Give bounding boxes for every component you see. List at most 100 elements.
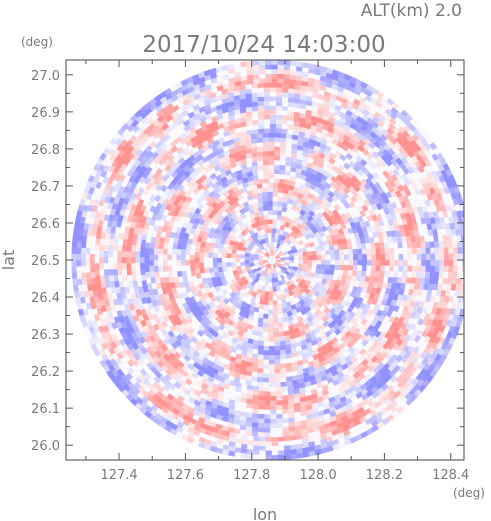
radar-cell [251, 413, 259, 419]
radar-cell [185, 259, 191, 266]
radar-cell [429, 271, 436, 279]
radar-cell [347, 264, 354, 272]
radar-cell [271, 273, 276, 279]
radar-cell [283, 73, 291, 80]
radar-cell [281, 82, 289, 89]
radar-cell [462, 296, 464, 304]
radar-cell [456, 278, 462, 286]
radar-cell [272, 196, 279, 202]
radar-cell [85, 241, 91, 249]
radar-cell [339, 254, 345, 261]
radar-cell [263, 427, 271, 433]
radar-cell [283, 440, 291, 447]
radar-cell [268, 223, 273, 229]
radar-cell [185, 248, 191, 256]
radar-cell [269, 96, 277, 102]
radar-cell [384, 253, 391, 261]
radar-cell [144, 259, 150, 267]
radar-cell [258, 60, 266, 66]
radar-cell [411, 241, 417, 249]
radar-cell [275, 404, 283, 411]
radar-cell [403, 259, 409, 267]
radar-cell [257, 390, 265, 397]
radar-cell [251, 403, 259, 410]
radar-cell [262, 318, 269, 324]
radar-cell [216, 257, 222, 263]
radar-cell [207, 262, 214, 269]
radar-cell [456, 234, 462, 242]
radar-cell [430, 253, 436, 261]
radar-cell [273, 177, 281, 184]
radar-cell [71, 240, 78, 248]
radar-cell [289, 74, 297, 81]
radar-cell [462, 259, 464, 267]
radar-cell [275, 91, 283, 97]
radar-cell [281, 431, 289, 438]
radar-cell [252, 69, 260, 75]
radar-cell [275, 123, 283, 129]
radar-cell [251, 408, 259, 415]
radar-cell [268, 146, 275, 152]
radar-cell [375, 265, 381, 272]
x-tick-label: 128.0 [299, 468, 336, 483]
radar-cell [275, 432, 283, 438]
radar-cell [269, 427, 277, 433]
radar-cell [434, 259, 441, 267]
y-tick-label: 26.1 [31, 402, 60, 417]
radar-cell [279, 377, 287, 383]
radar-cell [256, 363, 264, 369]
radar-cell [279, 367, 287, 374]
radar-cell [466, 241, 471, 248]
radar-cell [281, 91, 289, 98]
radar-cell [230, 257, 236, 263]
radar-cell [402, 241, 408, 249]
radar-cell [269, 414, 277, 420]
radar-cell [457, 247, 463, 255]
radar-cell [75, 259, 82, 267]
radar-cell [135, 250, 141, 258]
radar-cell [252, 128, 259, 135]
radar-cell [289, 256, 295, 261]
radar-cell [457, 265, 463, 273]
radar-cell [307, 255, 313, 261]
radar-cell [263, 173, 270, 179]
radar-cell [334, 254, 341, 261]
radar-cell [263, 405, 271, 411]
radar-cell [256, 141, 264, 148]
radar-cell [439, 259, 445, 267]
radar-cell [366, 259, 372, 266]
radar-cell [461, 265, 464, 273]
radar-cell [402, 247, 409, 255]
radar-cell [253, 259, 259, 264]
radar-cell [279, 372, 287, 379]
radar-cell [384, 259, 391, 267]
radar-cell [281, 87, 289, 93]
radar-cell [366, 254, 372, 261]
radar-cell [268, 350, 275, 356]
radar-cell [425, 259, 431, 267]
radar-cell [171, 248, 178, 255]
radar-cell [277, 326, 284, 333]
radar-cell [439, 253, 445, 261]
radar-cell [452, 241, 458, 249]
radar-cell [338, 264, 345, 271]
radar-cell [268, 227, 273, 234]
radar-cell [448, 253, 454, 261]
radar-cell [447, 271, 454, 279]
radar-cell [252, 64, 260, 71]
radar-cell [334, 264, 340, 271]
radar-cell [258, 454, 266, 460]
radar-cell [185, 264, 191, 272]
radar-cell [279, 146, 287, 153]
radar-cell [85, 265, 91, 273]
y-tick-label: 26.7 [31, 180, 60, 195]
radar-cell [103, 262, 109, 270]
radar-cell [226, 257, 231, 263]
radar-cell [265, 436, 272, 443]
radar-cell [269, 409, 277, 415]
radar-cell [307, 259, 313, 265]
radar-cell [283, 449, 291, 456]
radar-cell [203, 262, 209, 269]
radar-cell [265, 64, 272, 70]
radar-cell [420, 241, 426, 249]
